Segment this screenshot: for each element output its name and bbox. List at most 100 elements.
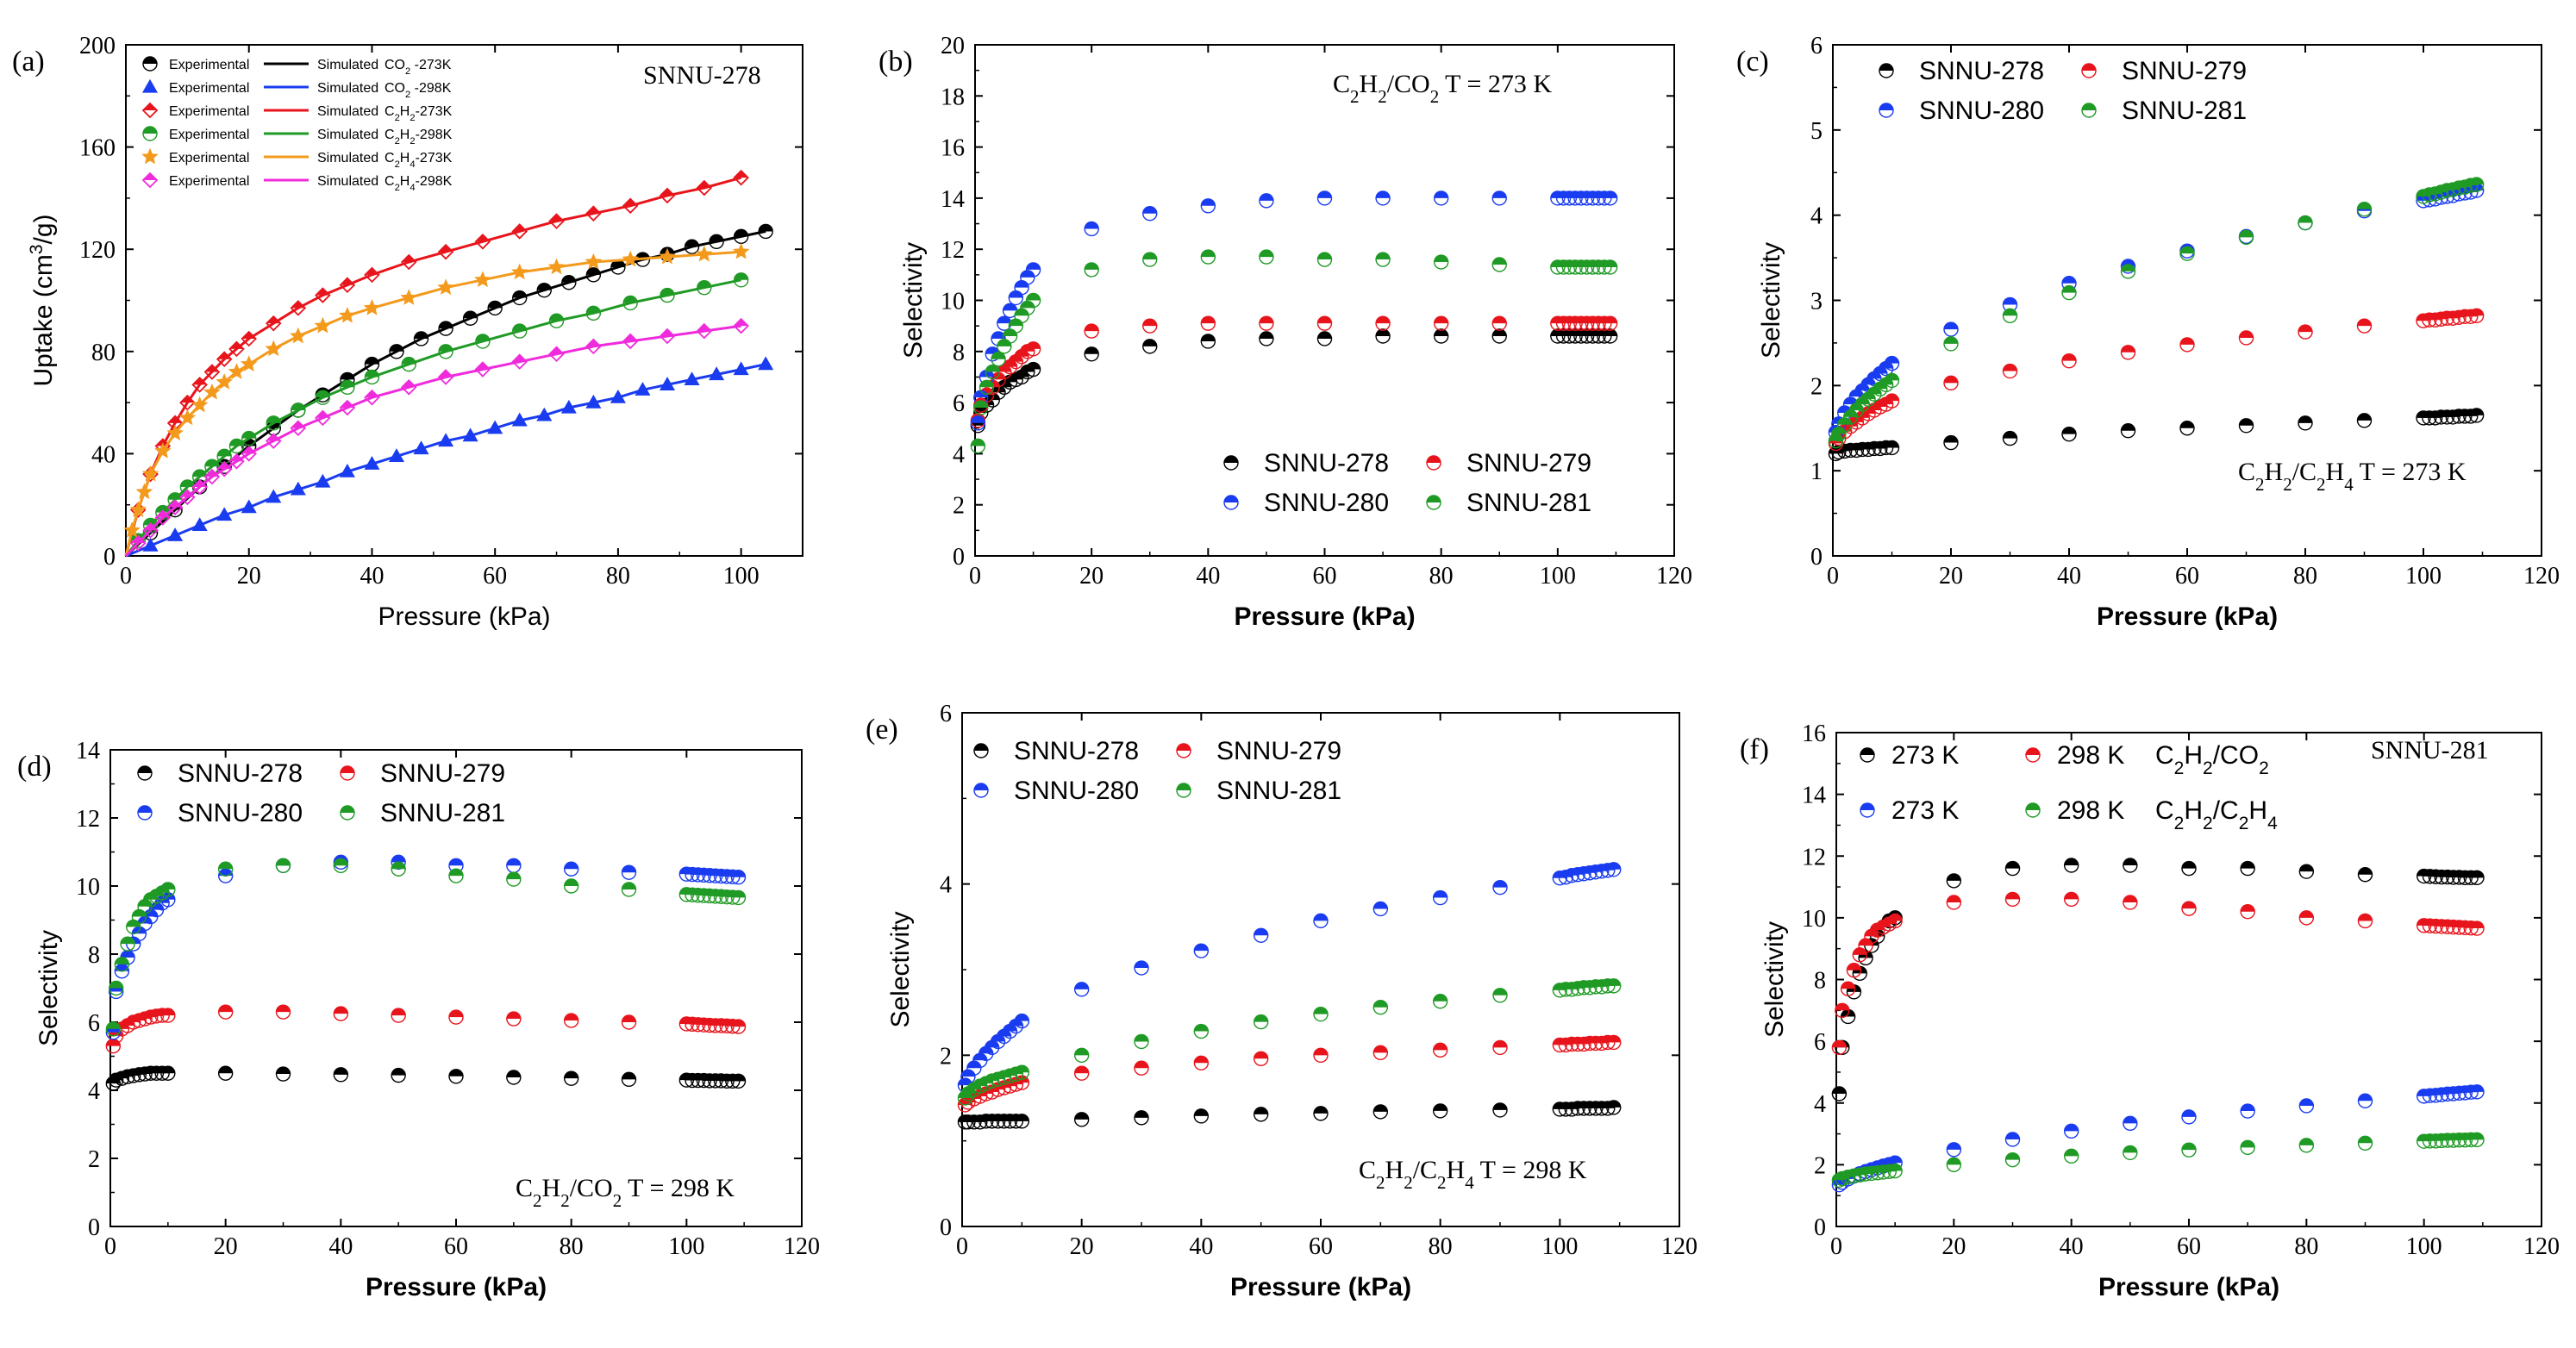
marker-ring — [2002, 430, 2018, 446]
marker-fill — [710, 234, 724, 242]
marker-ring — [1259, 315, 1274, 331]
marker-ring — [1253, 1051, 1269, 1067]
marker-fill — [1224, 456, 1238, 463]
marker-ring — [1084, 221, 1099, 237]
marker-fill — [1947, 1158, 1961, 1165]
marker-ring — [1846, 1168, 1862, 1183]
y-tick-label: 6 — [1814, 1029, 1826, 1056]
data-point — [240, 355, 258, 371]
marker-fill — [2239, 230, 2254, 238]
data-point — [1253, 927, 1269, 943]
data-point — [1259, 315, 1274, 331]
marker-ring — [2357, 867, 2373, 883]
marker-ring — [506, 871, 522, 887]
data-point — [684, 239, 700, 254]
marker-ring — [1014, 1075, 1030, 1090]
text-run: H — [2184, 796, 2203, 825]
marker-fill — [1944, 322, 1958, 330]
data-point — [1134, 1033, 1149, 1050]
marker-ring — [1025, 262, 1041, 278]
marker-fill — [180, 479, 195, 487]
marker-ring — [1008, 1077, 1024, 1092]
panel-b: 0 20 40 60 80 100 120 0 2 4 6 8 10 12 14 16 18 20 Pressure… — [878, 33, 1692, 631]
data-point — [1316, 190, 1333, 206]
y-tick-label: 120 — [79, 237, 116, 264]
y-tick-label: 12 — [941, 237, 965, 264]
marker-ring — [1887, 913, 1903, 929]
y-tick-label: 14 — [76, 738, 100, 764]
marker-fill — [276, 858, 291, 866]
legend-marker — [973, 743, 989, 758]
series-c2h2-298k — [124, 272, 749, 557]
series-snnu-280 — [105, 854, 747, 1040]
marker-ring — [1848, 442, 1865, 459]
marker-ring — [315, 390, 331, 405]
condition-annotation: C2H2/C2H4 T = 273 K — [2238, 458, 2467, 495]
data-point — [438, 433, 454, 447]
y-axis-title: Selectivity — [886, 911, 915, 1027]
marker-ring — [2120, 423, 2136, 439]
marker-ring — [126, 1068, 141, 1083]
legend-label: 273 K — [1891, 741, 1959, 770]
x-tick-label: 20 — [214, 1233, 238, 1260]
marker-fill — [2358, 914, 2373, 921]
marker-ring — [1884, 355, 1900, 371]
data-point — [364, 456, 380, 470]
series-273-k-c2h2-c2h4 — [1831, 1084, 2485, 1193]
marker-ring — [1835, 1002, 1850, 1019]
marker-fill — [1254, 1052, 1268, 1059]
legend-series-label: C2H4-273K — [385, 151, 453, 170]
marker-fill — [1492, 190, 1507, 198]
legend: SNNU-278 SNNU-279 SNNU-280 SNNU-281 — [1879, 57, 2247, 125]
subscript: 2 — [410, 136, 415, 147]
marker-ring — [730, 870, 747, 885]
subscript: 2 — [1376, 1172, 1385, 1193]
marker-fill — [1427, 456, 1441, 463]
marker-ring — [984, 1073, 1000, 1089]
y-tick-label: 12 — [1802, 844, 1826, 871]
marker-ring — [160, 882, 176, 897]
marker-fill — [2469, 309, 2484, 316]
x-tick-label: 20 — [1079, 563, 1104, 590]
marker-ring — [2422, 1088, 2438, 1103]
text-run: H — [1447, 1156, 1466, 1184]
data-point — [448, 868, 464, 883]
marker-ring — [2238, 229, 2254, 246]
marker-ring — [1426, 455, 1441, 471]
data-point — [548, 313, 565, 328]
plot-frame — [974, 44, 1675, 557]
marker-ring — [2440, 1086, 2455, 1102]
legend-experimental-label: Experimental — [169, 81, 249, 96]
marker-ring — [1193, 1023, 1210, 1039]
data-point-fill — [204, 470, 219, 477]
data-point — [1142, 339, 1158, 354]
marker-fill — [2123, 1116, 2137, 1124]
text-run: H — [2184, 741, 2203, 770]
data-point — [2061, 284, 2077, 301]
marker-fill — [2064, 1149, 2079, 1157]
marker-fill — [1832, 1040, 1847, 1048]
marker-ring — [1313, 1006, 1329, 1022]
marker-ring — [1025, 341, 1041, 357]
data-point — [123, 521, 141, 538]
marker-ring — [2356, 413, 2373, 428]
marker-ring — [2240, 860, 2255, 877]
data-point — [758, 356, 774, 371]
text-run: /C — [1413, 1156, 1437, 1184]
marker-ring — [1372, 1000, 1389, 1015]
marker-ring — [1606, 978, 1622, 994]
marker-fill — [218, 1066, 233, 1074]
marker-ring — [333, 854, 349, 871]
marker-fill — [731, 890, 746, 898]
marker-ring — [1313, 913, 1329, 929]
marker-ring — [621, 882, 637, 897]
marker-ring — [2181, 901, 2197, 916]
data-point — [1492, 879, 1508, 896]
x-tick-label: 60 — [483, 563, 507, 590]
marker-fill — [1492, 316, 1507, 324]
data-point — [2123, 1115, 2138, 1132]
data-point-fill — [660, 188, 674, 196]
data-point — [1375, 252, 1391, 267]
text-run: C — [385, 104, 395, 119]
data-point — [506, 1011, 522, 1027]
